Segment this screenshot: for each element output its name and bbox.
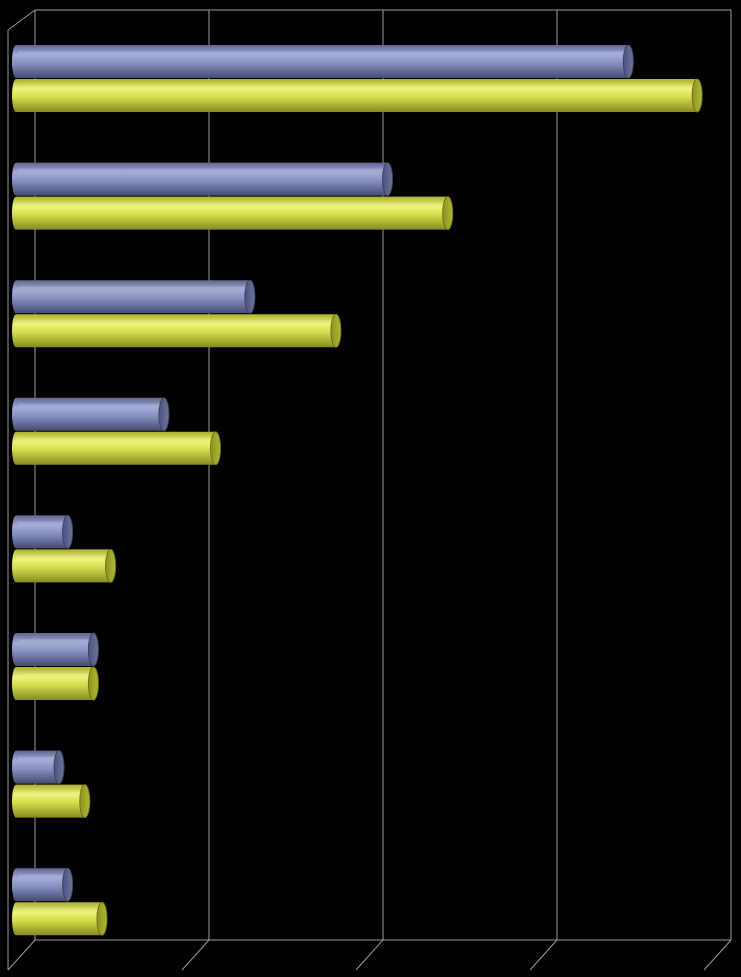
bar-highlight <box>18 908 98 912</box>
bar-8-series-2 <box>12 901 108 936</box>
bar-body <box>12 45 633 78</box>
bar-body <box>12 515 72 549</box>
bar-6-series-1 <box>12 632 99 667</box>
bar-cap <box>79 784 91 819</box>
floor-gridline-1 <box>181 939 210 971</box>
bar-highlight <box>18 874 64 878</box>
floor-gridline-2 <box>355 939 384 971</box>
bar-body <box>12 868 72 902</box>
bar-highlight <box>18 756 55 760</box>
bar-cap <box>244 279 256 314</box>
bar-cap <box>330 313 342 348</box>
bar-2-series-2 <box>12 196 454 231</box>
bars <box>12 44 703 936</box>
bar-highlight <box>18 51 625 54</box>
bar-highlight <box>18 521 64 525</box>
bar-body <box>12 784 89 818</box>
floor-left-edge <box>7 939 36 971</box>
bar-3-series-1 <box>12 279 256 314</box>
floor-gridline-3 <box>529 939 558 971</box>
bar-1-series-2 <box>12 78 703 113</box>
bar-cap <box>158 397 170 432</box>
bar-5-series-2 <box>12 548 117 583</box>
bar-body <box>12 314 340 348</box>
bar-body <box>12 750 63 784</box>
bar-highlight <box>18 790 81 794</box>
bar-highlight <box>18 286 246 290</box>
bar-4-series-1 <box>12 397 170 432</box>
bar-7-series-2 <box>12 784 91 819</box>
bar-body <box>12 79 702 112</box>
bar-highlight <box>18 555 107 559</box>
plot-frame <box>7 9 731 971</box>
bar-2-series-1 <box>12 162 394 197</box>
bar-cap <box>442 196 454 231</box>
bar-body <box>12 633 98 666</box>
bar-highlight <box>18 168 384 172</box>
bar-body <box>12 667 98 700</box>
bar-body <box>12 196 452 230</box>
floor-gridline-4 <box>703 939 732 971</box>
bar-1-series-1 <box>12 44 634 79</box>
bar-cap <box>691 78 703 113</box>
bar-cap <box>53 750 65 785</box>
bar-highlight <box>18 320 332 324</box>
bar-cap <box>62 514 74 549</box>
bar-7-series-1 <box>12 750 65 785</box>
bar-highlight <box>18 403 160 407</box>
bar-cap <box>96 901 108 936</box>
bar-body <box>12 397 168 431</box>
bar-body <box>12 162 392 196</box>
bar-cap <box>382 162 394 197</box>
bar-8-series-1 <box>12 867 74 902</box>
bar-body <box>12 549 115 583</box>
bar-body <box>12 902 106 936</box>
bar-cap <box>87 666 99 701</box>
side-wall-top-edge <box>7 9 36 31</box>
bar-body <box>12 280 254 314</box>
bar-highlight <box>18 673 90 676</box>
bar-4-series-2 <box>12 431 222 466</box>
bar-cap <box>87 632 99 667</box>
bar-5-series-1 <box>12 514 74 549</box>
bar-3-series-2 <box>12 313 342 348</box>
bar-highlight <box>18 85 694 88</box>
gridlines <box>181 10 732 971</box>
bar-cap <box>62 867 74 902</box>
bar-body <box>12 431 220 465</box>
bar-cap <box>622 44 634 79</box>
bar-cap <box>105 548 117 583</box>
bar-highlight <box>18 202 444 206</box>
bar-highlight <box>18 639 90 642</box>
bar-cap <box>210 431 222 466</box>
bar-6-series-2 <box>12 666 99 701</box>
bar-highlight <box>18 437 212 441</box>
